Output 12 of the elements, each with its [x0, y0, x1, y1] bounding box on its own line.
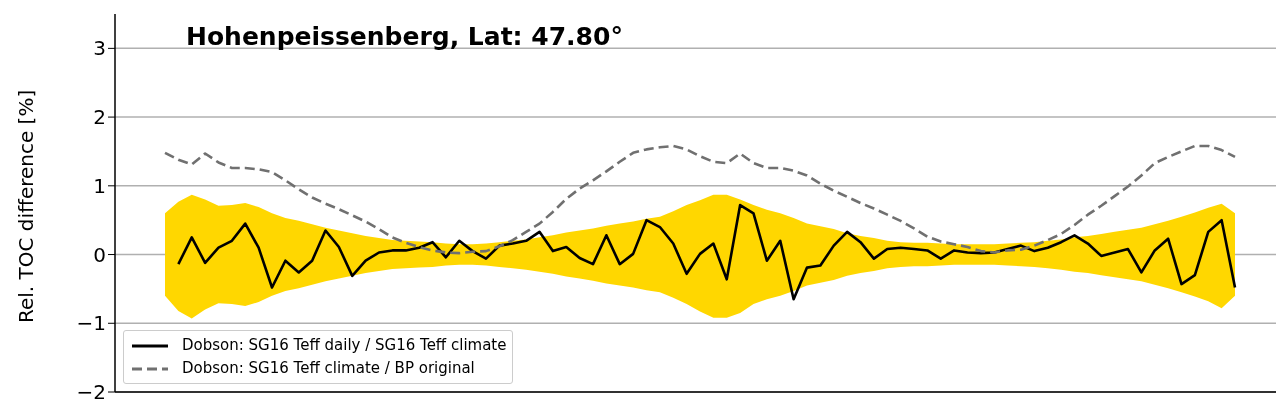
y-tick-label: −2: [76, 380, 106, 402]
legend-label: Dobson: SG16 Teff climate / BP original: [182, 358, 475, 379]
legend-label: Dobson: SG16 Teff daily / SG16 Teff climate: [182, 335, 507, 356]
chart-title: Hohenpeissenberg, Lat: 47.80°: [186, 22, 623, 51]
y-axis-title: Rel. TOC difference [%]: [14, 89, 39, 323]
line-series: [177, 203, 1237, 301]
y-tick-label: 1: [93, 173, 106, 198]
y-tick-label: 3: [93, 36, 106, 61]
y-tick-label: 2: [93, 105, 106, 130]
line-series: [163, 144, 1237, 255]
y-tick-label: 0: [93, 242, 106, 267]
y-tick-label: −1: [76, 311, 106, 336]
